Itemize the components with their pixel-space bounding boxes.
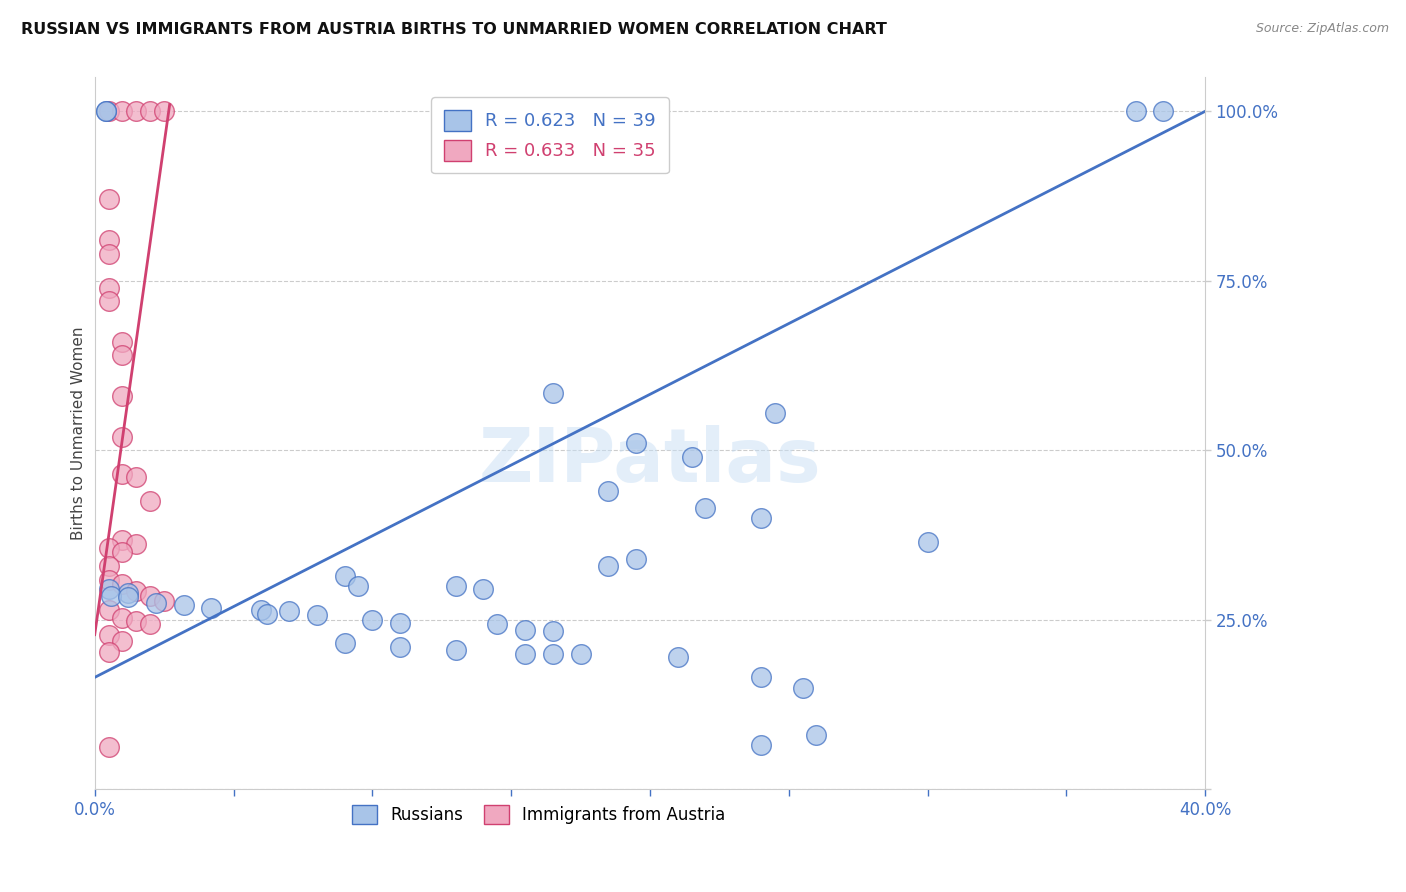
Point (598, 558, 620, 573)
Point (444, 104, 467, 119)
Point (472, 582, 495, 597)
Point (430, 104, 453, 119)
Point (361, 613, 384, 627)
Point (513, 623, 536, 637)
Point (97, 294, 120, 309)
Point (97, 574, 120, 588)
Point (256, 607, 278, 622)
Point (792, 681, 814, 695)
Point (111, 104, 134, 119)
Text: ZIPatlas: ZIPatlas (478, 425, 821, 499)
Point (486, 617, 509, 632)
Point (111, 334, 134, 349)
Point (444, 579, 467, 593)
Point (1125, 104, 1147, 119)
Point (117, 591, 139, 605)
Point (111, 611, 134, 625)
Point (763, 406, 786, 420)
Point (97, 233, 120, 247)
Point (97, 280, 120, 294)
Point (97, 193, 120, 207)
Point (681, 450, 703, 464)
Point (389, 616, 412, 631)
Point (97, 582, 120, 597)
Point (624, 551, 647, 566)
Point (94, 104, 117, 119)
Point (444, 643, 467, 657)
Point (541, 647, 564, 661)
Point (97, 628, 120, 642)
Point (145, 596, 167, 610)
Point (111, 389, 134, 403)
Point (278, 604, 301, 618)
Point (139, 494, 162, 508)
Point (125, 104, 148, 119)
Legend: Russians, Immigrants from Austria: Russians, Immigrants from Austria (343, 795, 735, 834)
Point (111, 545, 134, 559)
Point (97, 740, 120, 755)
Point (1152, 104, 1174, 119)
Point (513, 647, 536, 661)
Point (917, 534, 939, 549)
Point (125, 537, 148, 551)
Point (139, 104, 162, 119)
Point (139, 616, 162, 631)
Point (97, 602, 120, 616)
Point (347, 579, 370, 593)
Point (569, 104, 592, 119)
Point (97, 246, 120, 260)
Point (111, 348, 134, 362)
Point (541, 385, 564, 400)
Point (806, 728, 828, 742)
Point (100, 589, 122, 603)
Point (624, 436, 647, 450)
Y-axis label: Births to Unmarried Women: Births to Unmarried Women (72, 326, 86, 540)
Point (125, 614, 148, 628)
Point (250, 602, 273, 616)
Point (111, 634, 134, 648)
Point (97, 541, 120, 555)
Point (97, 558, 120, 573)
Point (125, 470, 148, 484)
Point (111, 467, 134, 481)
Point (153, 594, 176, 608)
Point (139, 589, 162, 603)
Point (749, 511, 772, 525)
Point (695, 500, 717, 515)
Point (389, 640, 412, 654)
Point (333, 568, 356, 582)
Point (125, 584, 148, 599)
Point (117, 585, 139, 599)
Point (153, 104, 176, 119)
Point (200, 600, 222, 615)
Point (569, 647, 592, 661)
Point (111, 430, 134, 444)
Point (173, 598, 195, 612)
Point (749, 670, 772, 684)
Point (97, 104, 120, 119)
Point (305, 607, 328, 622)
Text: Source: ZipAtlas.com: Source: ZipAtlas.com (1256, 22, 1389, 36)
Point (94, 104, 117, 119)
Point (333, 636, 356, 650)
Point (97, 645, 120, 659)
Point (541, 624, 564, 639)
Point (111, 577, 134, 591)
Point (749, 738, 772, 752)
Point (598, 483, 620, 498)
Point (111, 533, 134, 547)
Point (666, 650, 689, 665)
Text: RUSSIAN VS IMMIGRANTS FROM AUSTRIA BIRTHS TO UNMARRIED WOMEN CORRELATION CHART: RUSSIAN VS IMMIGRANTS FROM AUSTRIA BIRTH… (21, 22, 887, 37)
